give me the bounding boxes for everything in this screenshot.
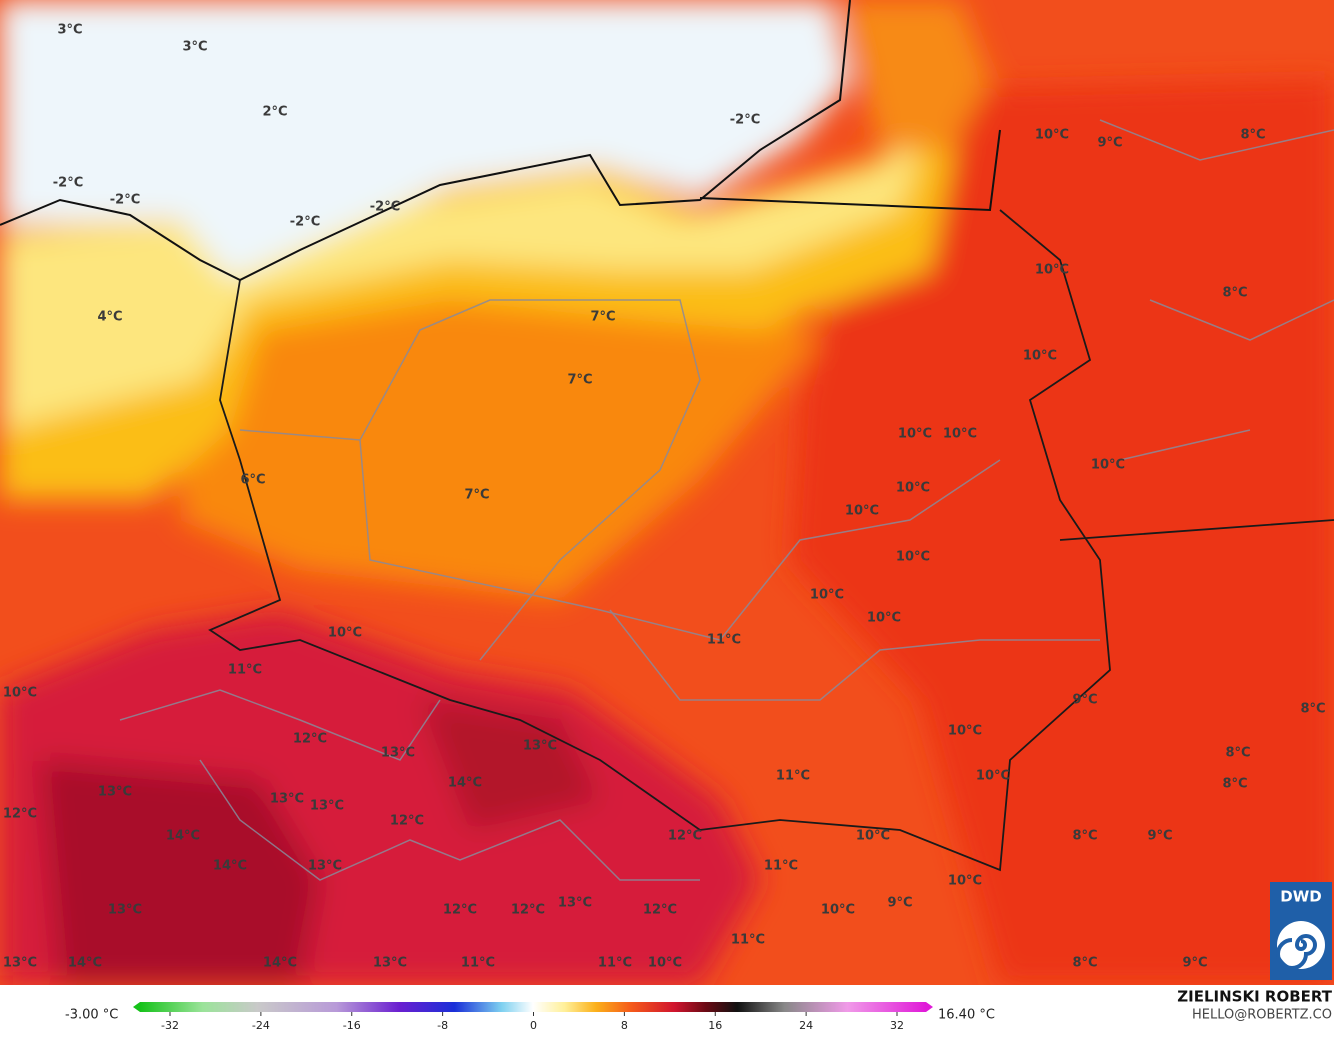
temperature-label: 10°C <box>810 588 844 603</box>
temperature-label: 11°C <box>707 633 741 648</box>
temperature-label: 10°C <box>1091 458 1125 473</box>
temperature-label: -2°C <box>370 200 400 215</box>
colorbar-tick-label: -24 <box>252 1019 270 1032</box>
temperature-label: 10°C <box>943 427 977 442</box>
colorbar-max-arrow <box>926 1002 933 1012</box>
colorbar-tick-label: 16 <box>708 1019 722 1032</box>
temperature-label: 10°C <box>896 481 930 496</box>
temperature-label: 13°C <box>108 903 142 918</box>
temperature-label: -2°C <box>110 193 140 208</box>
temperature-label: 9°C <box>887 896 912 911</box>
temperature-label: 12°C <box>668 829 702 844</box>
temperature-label: 9°C <box>1182 956 1207 971</box>
temperature-label: 10°C <box>328 626 362 641</box>
temperature-label: 8°C <box>1072 956 1097 971</box>
min-label: -3.00 °C <box>65 1008 118 1023</box>
dwd-logo: DWD <box>1270 882 1332 980</box>
temperature-label: 13°C <box>270 792 304 807</box>
temperature-label: 13°C <box>523 739 557 754</box>
colorbar-min-arrow <box>133 1002 140 1012</box>
temperature-label: 7°C <box>590 310 615 325</box>
temperature-label: 12°C <box>3 807 37 822</box>
temperature-label: 14°C <box>213 859 247 874</box>
temperature-label: 13°C <box>310 799 344 814</box>
temperature-label: 13°C <box>98 785 132 800</box>
temperature-label: 11°C <box>228 663 262 678</box>
temperature-label: 9°C <box>1072 693 1097 708</box>
colorbar-tick-label: -8 <box>437 1019 448 1032</box>
temperature-label: 10°C <box>896 550 930 565</box>
temperature-label: 12°C <box>443 903 477 918</box>
temperature-label: 10°C <box>1035 128 1069 143</box>
temperature-label: 3°C <box>57 23 82 38</box>
temperature-label: 10°C <box>948 724 982 739</box>
temperature-label: 10°C <box>976 769 1010 784</box>
temperature-label: 10°C <box>898 427 932 442</box>
temperature-label: 11°C <box>731 933 765 948</box>
temperature-label: 7°C <box>464 488 489 503</box>
temperature-label: 9°C <box>1097 136 1122 151</box>
temperature-label: 4°C <box>97 310 122 325</box>
colorbar-tick-label: 24 <box>799 1019 813 1032</box>
temperature-label: 3°C <box>182 40 207 55</box>
temperature-label: 11°C <box>461 956 495 971</box>
temperature-label: 10°C <box>648 956 682 971</box>
temperature-labels: 3°C 3°C 2°C -2°C 10°C 9°C 8°C -2°C -2°C -2°C -2°C 1… <box>3 23 1326 971</box>
temperature-label: 10°C <box>856 829 890 844</box>
logo-disc <box>1277 921 1325 969</box>
temperature-label: 8°C <box>1072 829 1097 844</box>
temperature-label: 13°C <box>558 896 592 911</box>
temperature-label: -2°C <box>290 215 320 230</box>
temperature-label: 13°C <box>308 859 342 874</box>
temperature-label: 8°C <box>1222 777 1247 792</box>
temperature-label: 11°C <box>598 956 632 971</box>
temperature-label: 11°C <box>764 859 798 874</box>
temperature-label: 8°C <box>1300 702 1325 717</box>
temperature-label: 14°C <box>263 956 297 971</box>
logo-spiral <box>1276 934 1317 970</box>
temperature-label: 8°C <box>1225 746 1250 761</box>
temperature-label: 7°C <box>567 373 592 388</box>
temperature-label: 12°C <box>643 903 677 918</box>
colorbar <box>140 1002 926 1012</box>
temperature-label: 11°C <box>776 769 810 784</box>
colorbar-tick-label: -32 <box>161 1019 179 1032</box>
temperature-label: 10°C <box>1035 263 1069 278</box>
email: HELLO@ROBERTZ.CO <box>1192 1008 1332 1023</box>
temperature-label: 12°C <box>511 903 545 918</box>
temperature-label: 2°C <box>262 105 287 120</box>
temperature-label: 14°C <box>166 829 200 844</box>
colorbar-tick-label: 0 <box>530 1019 537 1032</box>
temperature-label: 10°C <box>948 874 982 889</box>
temperature-label: 13°C <box>373 956 407 971</box>
colorbar-tick-label: 8 <box>621 1019 628 1032</box>
max-label: 16.40 °C <box>938 1008 995 1023</box>
temperature-label: 13°C <box>3 956 37 971</box>
temperature-label: 10°C <box>1023 349 1057 364</box>
temperature-label: 8°C <box>1240 128 1265 143</box>
colorbar-ticks: -32 -24 -16 -8 0 8 16 24 32 <box>161 1012 904 1032</box>
temperature-label: 12°C <box>293 732 327 747</box>
temperature-label: 13°C <box>381 746 415 761</box>
temperature-label: 10°C <box>867 611 901 626</box>
temperature-label: 12°C <box>390 814 424 829</box>
temperature-label: 14°C <box>448 776 482 791</box>
colorbar-tick-label: -16 <box>343 1019 361 1032</box>
temperature-label: 6°C <box>240 473 265 488</box>
temperature-label: -2°C <box>53 176 83 191</box>
temperature-label: 10°C <box>845 504 879 519</box>
colorbar-tick-label: 32 <box>890 1019 904 1032</box>
temperature-label: 14°C <box>68 956 102 971</box>
temperature-label: 8°C <box>1222 286 1247 301</box>
temperature-label: 9°C <box>1147 829 1172 844</box>
temperature-label: -2°C <box>730 113 760 128</box>
temperature-label: 10°C <box>821 903 855 918</box>
logo-text: DWD <box>1280 888 1321 906</box>
temperature-label: 10°C <box>3 686 37 701</box>
author: ZIELINSKI ROBERT <box>1177 988 1332 1006</box>
temperature-field <box>0 0 1334 985</box>
